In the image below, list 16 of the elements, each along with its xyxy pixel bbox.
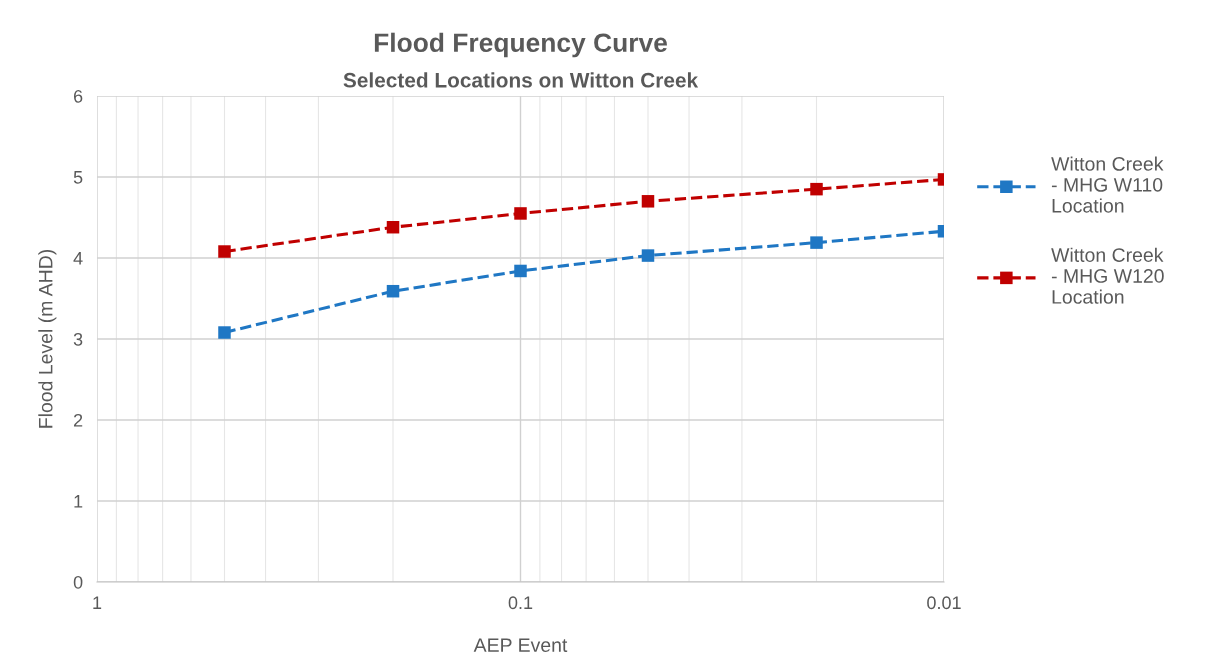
legend-label: Witton Creek - MHG W120 Location [1051,247,1164,304]
x-tick-label: 1 [93,596,102,609]
y-tick-label: 5 [73,171,83,184]
x-axis-title: AEP Event [473,638,568,652]
y-tick-label: 4 [73,252,83,265]
chart-title: Flood Frequency Curve [374,32,667,58]
y-tick-label: 1 [74,495,83,508]
y-tick-label: 3 [73,332,83,346]
y-tick-label: 2 [73,413,83,427]
x-tick-label: 0.1 [508,596,533,610]
y-axis-title: Flood Level (m AHD) [38,249,57,428]
y-tick-label: 6 [73,89,83,103]
chart-subtitle: Selected Locations on Witton Creek [343,72,699,88]
x-tick-label: 0.01 [927,596,961,610]
legend-label: Witton Creek - MHG W110 Location [1051,156,1164,213]
y-tick-label: 0 [73,575,83,589]
